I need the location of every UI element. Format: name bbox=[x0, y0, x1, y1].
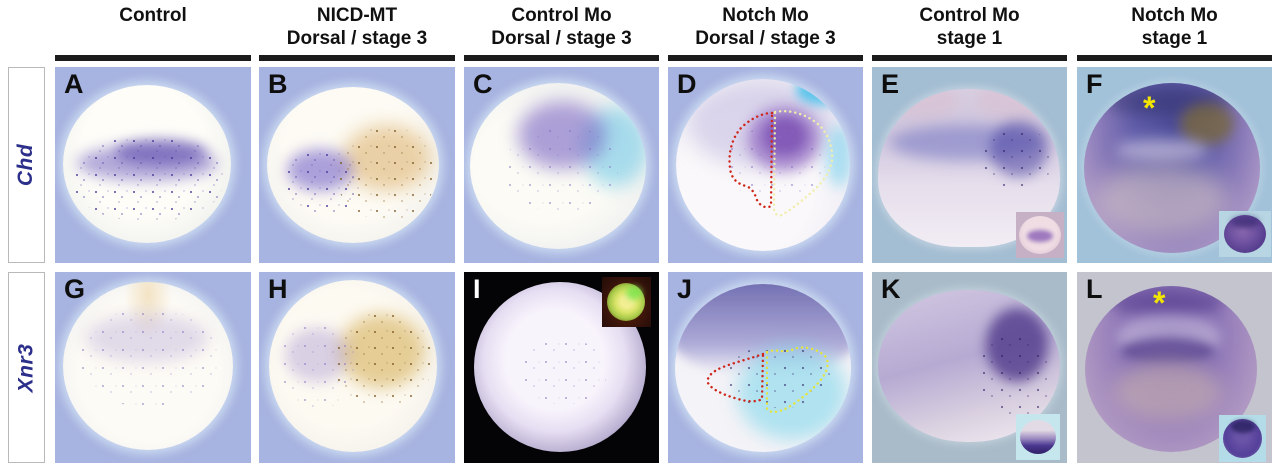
column-header-notch-mo-stage1: Notch Mo stage 1 bbox=[1077, 4, 1272, 50]
yellow-dotted-outline bbox=[772, 110, 834, 217]
panel-letter-i: I bbox=[473, 274, 481, 304]
inset-fluorescence-photo-i bbox=[602, 277, 651, 327]
embryo-photo-h bbox=[269, 280, 437, 452]
header-line2: Dorsal / stage 3 bbox=[286, 28, 428, 49]
panel-letter-k: K bbox=[881, 274, 901, 304]
panel-letter-a: A bbox=[64, 69, 84, 99]
embryo-photo-d bbox=[676, 79, 850, 251]
embryo-photo-a bbox=[63, 85, 231, 243]
column-header-nicd-mt: NICD-MT Dorsal / stage 3 bbox=[259, 4, 455, 50]
domain-outlines-d bbox=[728, 110, 834, 217]
panel-l: L * bbox=[1077, 272, 1272, 463]
embryo-photo-j bbox=[675, 284, 851, 452]
header-line1: Notch Mo bbox=[722, 5, 809, 26]
asterisk-annotation: * bbox=[1143, 90, 1156, 126]
embryo-photo-f bbox=[1084, 83, 1260, 253]
gene-name-chd: Chd bbox=[14, 143, 38, 187]
panel-letter-c: C bbox=[473, 69, 493, 99]
header-line1: Notch Mo bbox=[1131, 5, 1218, 26]
panel-letter-f: F bbox=[1086, 69, 1103, 99]
header-line2: stage 1 bbox=[1141, 28, 1208, 49]
yellow-dotted-outline bbox=[765, 346, 829, 414]
panel-e: E bbox=[872, 67, 1067, 263]
panel-h: H bbox=[259, 272, 455, 463]
header-underline bbox=[259, 55, 455, 61]
panel-j: J bbox=[668, 272, 863, 463]
column-header-notch-mo-dorsal: Notch Mo Dorsal / stage 3 bbox=[668, 4, 863, 50]
panel-c: C bbox=[464, 67, 659, 263]
header-line2: stage 1 bbox=[936, 28, 1003, 49]
embryo-photo-g bbox=[63, 282, 233, 450]
inset-photo-e bbox=[1016, 212, 1064, 258]
panel-letter-j: J bbox=[677, 274, 693, 304]
header-underline bbox=[872, 55, 1067, 61]
panel-f: F * bbox=[1077, 67, 1272, 263]
panel-i: I bbox=[464, 272, 659, 463]
header-underline bbox=[55, 55, 251, 61]
header-line1: Control Mo bbox=[919, 5, 1020, 26]
column-header-control-mo-stage1: Control Mo stage 1 bbox=[872, 4, 1067, 50]
panel-letter-g: G bbox=[64, 274, 86, 304]
red-dotted-outline bbox=[706, 352, 765, 403]
row-label-chd: Chd bbox=[8, 67, 45, 263]
red-dotted-outline bbox=[728, 111, 774, 209]
panel-letter-d: D bbox=[677, 69, 697, 99]
domain-outlines-j bbox=[706, 346, 829, 414]
column-header-control: Control bbox=[55, 4, 251, 27]
panel-d: D bbox=[668, 67, 863, 263]
panel-b: B bbox=[259, 67, 455, 263]
embryo-photo-k bbox=[878, 290, 1060, 442]
asterisk-annotation: * bbox=[1153, 285, 1166, 321]
header-line1: NICD-MT bbox=[316, 5, 398, 26]
header-underline bbox=[668, 55, 863, 61]
header-line1: Control bbox=[119, 5, 187, 26]
inset-photo-l bbox=[1219, 415, 1266, 462]
gene-name-xnr3: Xnr3 bbox=[14, 343, 38, 392]
header-line1: Control Mo bbox=[511, 5, 612, 26]
panel-a: A bbox=[55, 67, 251, 263]
header-line2: Dorsal / stage 3 bbox=[491, 28, 632, 49]
embryo-photo-e bbox=[878, 89, 1060, 247]
header-underline bbox=[464, 55, 659, 61]
row-label-xnr3: Xnr3 bbox=[8, 272, 45, 463]
panel-letter-h: H bbox=[268, 274, 288, 304]
inset-photo-k bbox=[1016, 414, 1060, 460]
header-line2: Dorsal / stage 3 bbox=[695, 28, 836, 49]
panel-k: K bbox=[872, 272, 1067, 463]
panel-letter-l: L bbox=[1086, 274, 1103, 304]
header-underline bbox=[1077, 55, 1272, 61]
embryo-photo-c bbox=[470, 83, 646, 249]
embryo-photo-b bbox=[267, 87, 439, 243]
panel-g: G bbox=[55, 272, 251, 463]
panel-letter-e: E bbox=[881, 69, 900, 99]
panel-letter-b: B bbox=[268, 69, 288, 99]
column-header-control-mo-dorsal: Control Mo Dorsal / stage 3 bbox=[464, 4, 659, 50]
inset-photo-f bbox=[1219, 211, 1271, 257]
